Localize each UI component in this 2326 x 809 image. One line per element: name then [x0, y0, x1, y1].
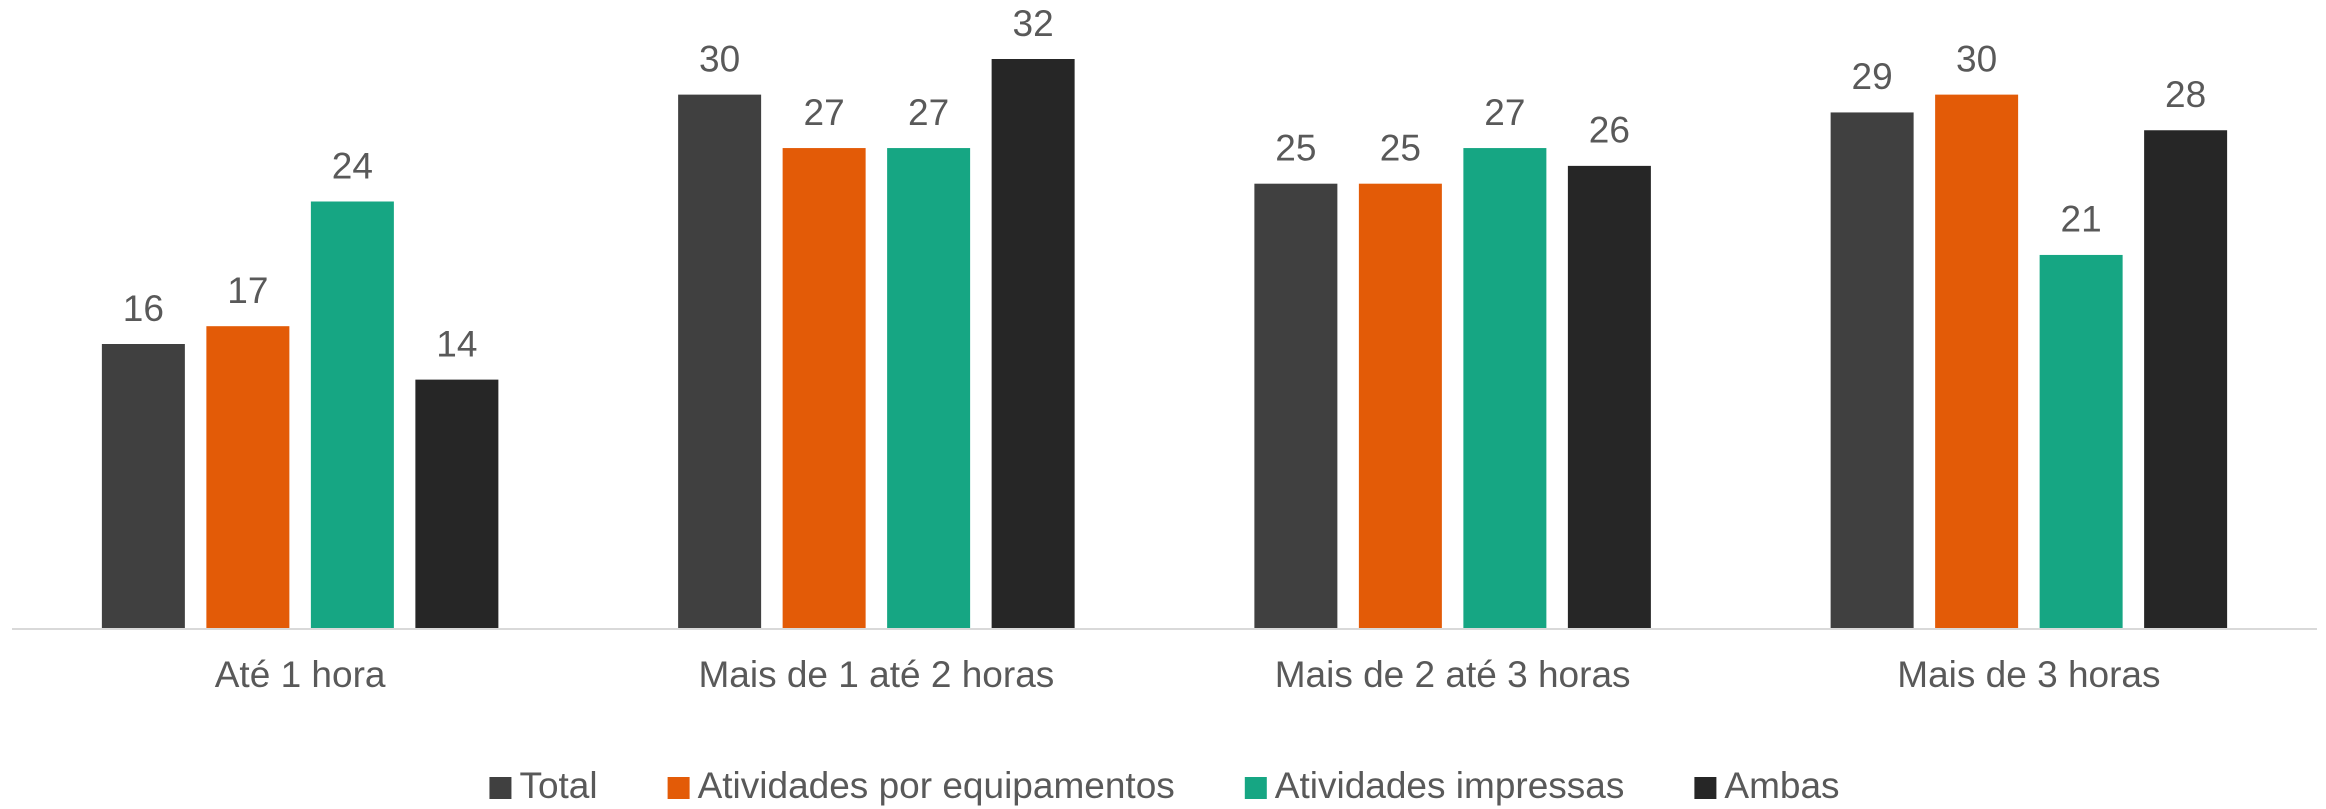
bar — [2039, 254, 2123, 629]
x-tick-label: Até 1 hora — [215, 654, 386, 695]
legend-swatch — [667, 777, 690, 799]
data-label: 21 — [2061, 199, 2102, 240]
bar — [1935, 94, 2019, 629]
legend-label: Total — [519, 765, 597, 806]
legend: Total Atividades por equipamentos Atividad… — [489, 765, 1840, 806]
data-label: 17 — [227, 270, 268, 311]
data-label: 16 — [123, 288, 164, 329]
x-tick-label: Mais de 2 até 3 horas — [1275, 654, 1631, 695]
data-label: 32 — [1013, 3, 1054, 44]
data-label: 25 — [1275, 127, 1316, 168]
data-label: 28 — [2165, 74, 2206, 115]
data-label: 25 — [1380, 127, 1421, 168]
data-label: 30 — [1956, 38, 1997, 79]
bar — [1567, 165, 1651, 629]
data-label: 29 — [1852, 56, 1893, 97]
data-label: 30 — [699, 38, 740, 79]
data-label: 14 — [436, 323, 477, 364]
data-label: 24 — [332, 145, 373, 186]
bar — [1254, 183, 1338, 629]
bar — [991, 59, 1075, 629]
bar — [310, 201, 394, 629]
bar — [782, 148, 866, 629]
bar — [1830, 112, 1914, 629]
x-tick-label: Mais de 1 até 2 horas — [698, 654, 1054, 695]
bar — [1463, 148, 1547, 629]
bar — [2144, 130, 2228, 629]
data-label: 27 — [908, 92, 949, 133]
data-label: 27 — [1484, 92, 1525, 133]
bar — [415, 379, 499, 629]
legend-label: Atividades por equipamentos — [698, 765, 1175, 806]
legend-label: Atividades impressas — [1275, 765, 1625, 806]
bar — [887, 148, 971, 629]
data-label: 26 — [1589, 110, 1630, 151]
legend-swatch — [1694, 777, 1717, 799]
bar — [206, 326, 290, 629]
bar — [101, 344, 185, 629]
bar — [678, 94, 762, 629]
legend-swatch — [489, 777, 512, 799]
bar — [1358, 183, 1442, 629]
legend-swatch — [1244, 777, 1267, 799]
legend-label: Ambas — [1724, 765, 1839, 806]
data-label: 27 — [804, 92, 845, 133]
x-tick-label: Mais de 3 horas — [1897, 654, 2160, 695]
